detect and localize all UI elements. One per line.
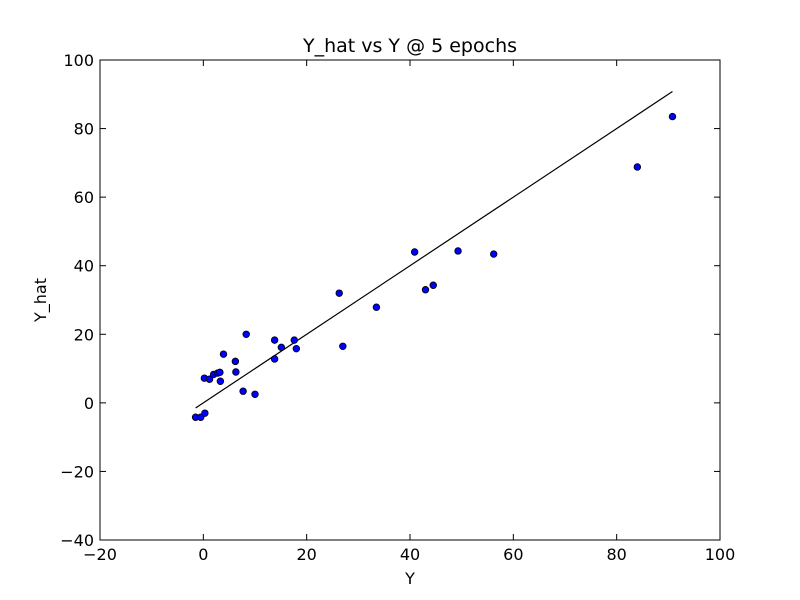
data-point-23 [410,248,419,256]
data-point-4 [205,375,214,383]
x-tick-label: 0 [198,545,208,564]
y-axis-label: Y_hat [31,278,51,323]
y-tick-label: 40 [74,257,94,276]
data-point-14 [251,390,259,398]
x-axis-label: Y [404,569,415,588]
y-tick-label: 80 [74,120,94,139]
y-tick-labels: −40 −20 0 20 40 60 80 100 [60,51,94,550]
x-tick-label: 80 [606,545,626,564]
y-tick-label: 20 [74,325,94,344]
data-point-15 [270,336,279,344]
x-tick-label: −20 [83,545,117,564]
data-points [191,112,677,421]
data-point-2 [201,409,209,417]
chart-title: Y_hat vs Y @ 5 epochs [302,35,517,57]
y-tick-label: 100 [63,51,94,70]
data-point-27 [490,250,498,258]
y-tick-label: 60 [74,188,94,207]
fit-line [195,91,673,409]
data-point-13 [242,330,250,338]
data-point-18 [290,336,298,344]
x-tick-label: 40 [400,545,420,564]
data-point-17 [277,343,286,352]
data-point-28 [633,163,642,171]
data-point-8 [216,377,225,385]
data-point-26 [454,247,462,255]
data-point-21 [339,342,347,350]
x-tick-label: 20 [296,545,316,564]
x-tick-label: 100 [705,545,736,564]
data-point-12 [239,387,247,395]
y-tick-label: 0 [84,394,94,413]
plot-area-frame [99,59,721,541]
reference-line [195,91,673,409]
data-point-29 [668,112,677,121]
data-point-16 [270,355,279,363]
data-point-24 [421,286,430,294]
data-point-10 [231,357,240,366]
y-tick-label: −40 [60,531,94,550]
data-point-25 [429,281,437,289]
data-point-11 [232,368,240,376]
data-point-9 [219,350,228,358]
data-point-19 [292,344,301,353]
y-tick-label: −20 [60,462,94,481]
data-point-22 [372,303,381,311]
x-tick-labels: −20 0 20 40 60 80 100 [83,545,735,564]
data-point-7 [216,368,224,377]
data-point-20 [335,289,343,297]
x-tick-label: 60 [503,545,523,564]
